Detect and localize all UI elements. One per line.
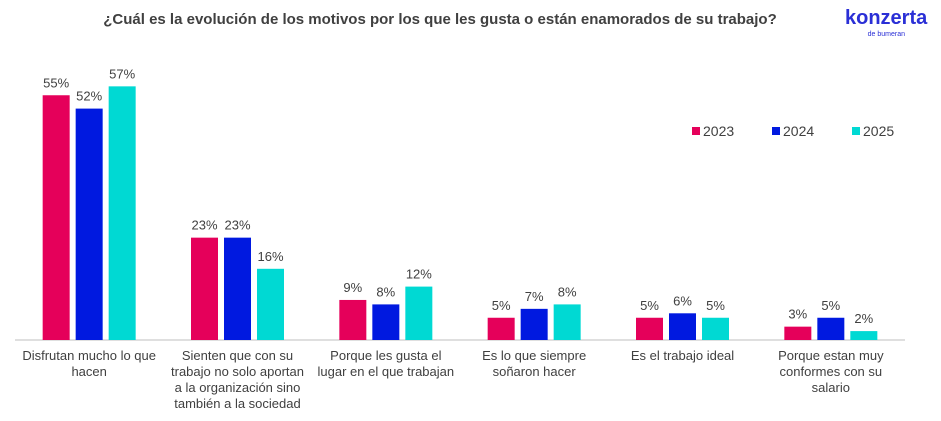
legend-label: 2023	[703, 123, 734, 139]
data-label: 23%	[191, 218, 217, 233]
x-tick-label: Disfrutan mucho lo que hacen	[22, 348, 156, 379]
data-label: 5%	[706, 298, 725, 313]
data-label: 52%	[76, 89, 102, 104]
data-label: 8%	[558, 284, 577, 299]
bar	[784, 326, 812, 340]
x-tick-label: Porque estan muy conformes con su salari…	[778, 348, 884, 395]
bar	[520, 308, 548, 340]
data-label: 57%	[109, 66, 135, 81]
bar	[257, 268, 284, 340]
bar	[487, 317, 515, 340]
x-tick-label: Porque les gusta el lugar en el que trab…	[317, 348, 455, 379]
legend-swatch	[772, 127, 780, 135]
data-label: 5%	[821, 298, 840, 313]
bar	[850, 331, 878, 340]
bar	[817, 317, 845, 340]
logo-tagline: de bumeran	[868, 31, 905, 38]
x-tick-label: Es lo que siempre soñaron hacer	[482, 348, 587, 379]
data-label: 5%	[640, 298, 659, 313]
legend-swatch	[852, 127, 860, 135]
data-label: 5%	[492, 298, 511, 313]
data-label: 7%	[525, 289, 544, 304]
data-label: 12%	[406, 267, 432, 282]
logo-name: konzerta	[845, 7, 928, 29]
data-label: 55%	[43, 75, 69, 90]
x-tick-label: Es el trabajo ideal	[630, 348, 735, 363]
legend-label: 2024	[783, 123, 814, 139]
data-label: 3%	[788, 307, 807, 322]
bar	[669, 313, 696, 340]
bar	[636, 317, 663, 340]
bar	[553, 304, 581, 340]
bar	[339, 299, 367, 340]
bar	[224, 237, 251, 340]
data-label: 9%	[343, 280, 362, 295]
chart-title: ¿Cuál es la evolución de los motivos por…	[103, 11, 777, 28]
x-tick-label: Sienten que con su trabajo no solo aport…	[171, 348, 304, 411]
bar	[42, 95, 70, 340]
bar	[405, 286, 433, 340]
data-label: 23%	[224, 218, 250, 233]
data-label: 16%	[257, 249, 283, 264]
data-label: 8%	[376, 284, 395, 299]
bar	[702, 317, 729, 340]
legend-swatch	[692, 127, 700, 135]
data-label: 2%	[854, 311, 873, 326]
data-label: 6%	[673, 293, 692, 308]
bar	[191, 237, 218, 340]
legend-label: 2025	[863, 123, 894, 139]
bar	[75, 108, 103, 340]
bar	[372, 304, 400, 340]
bar	[108, 86, 136, 340]
